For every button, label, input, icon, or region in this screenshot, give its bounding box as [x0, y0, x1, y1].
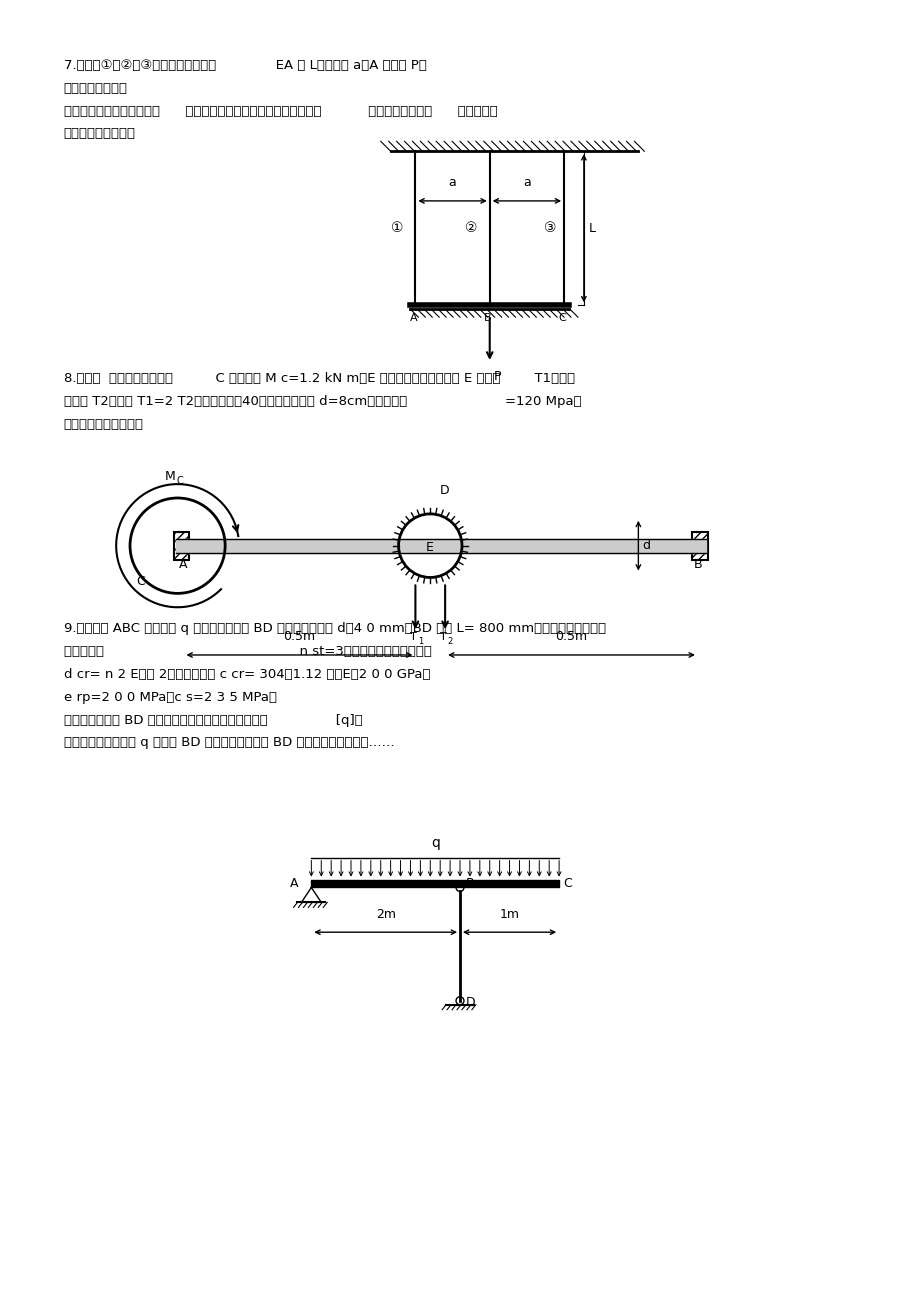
Text: M: M: [165, 470, 175, 483]
Text: a: a: [522, 176, 530, 189]
Text: 试求：各杆轴力。: 试求：各杆轴力。: [63, 82, 128, 95]
Text: D: D: [439, 483, 449, 496]
Text: E: E: [425, 541, 433, 554]
Text: 拉力为 T2，已知 T1=2 T2，求：试用第40强度，轴的直径 d=8cm，许用应力                       =120 Mpa。: 拉力为 T2，已知 T1=2 T2，求：试用第40强度，轴的直径 d=8cm，许…: [63, 395, 581, 408]
Text: 7.已知：①、②、③杆的抗拉刚度均为              EA 长 L，相距为 a，A 处受力 P。: 7.已知：①、②、③杆的抗拉刚度均为 EA 长 L，相距为 a，A 处受力 P。: [63, 59, 426, 72]
Text: L: L: [588, 222, 596, 235]
Text: 1m: 1m: [499, 908, 519, 921]
Text: A: A: [289, 877, 298, 890]
Text: C: C: [136, 576, 144, 589]
Text: d: d: [641, 539, 650, 552]
Text: 1: 1: [417, 637, 423, 646]
Text: T: T: [410, 632, 416, 642]
Text: D: D: [465, 997, 475, 1010]
Text: C: C: [558, 313, 565, 323]
Text: 充方程，静立方程。: 充方程，静立方程。: [63, 128, 135, 141]
Text: 8.已知：  传动轴如图所示，          C 轮外力矩 M c=1.2 kN m，E 轮上的紧边皮带拉力为 E 轮直径        T1，松边: 8.已知： 传动轴如图所示， C 轮外力矩 M c=1.2 kN m，E 轮上的…: [63, 371, 574, 384]
Text: 理论校核该轴的强度。: 理论校核该轴的强度。: [63, 417, 143, 430]
Text: 2m: 2m: [375, 908, 395, 921]
Bar: [174, 532, 189, 559]
Text: q: q: [430, 835, 439, 850]
Text: B: B: [693, 558, 701, 571]
Text: 2: 2: [447, 637, 452, 646]
Text: B: B: [483, 313, 491, 323]
Text: C: C: [176, 476, 183, 486]
Text: A: A: [179, 558, 187, 571]
Text: 提示：此为静不定结构，补      先画出变形协调关系示意图及受力图，           再写出几何条件、      物理条件、: 提示：此为静不定结构，补 先画出变形协调关系示意图及受力图， 再写出几何条件、 …: [63, 104, 497, 117]
Text: 0.5m: 0.5m: [555, 631, 587, 644]
Text: ②: ②: [464, 222, 477, 236]
Text: B: B: [465, 877, 474, 890]
Text: d cr= n 2 E／入 2，经验公式为 c cr= 304－1.12 入，E＝2 0 0 GPa，: d cr= n 2 E／入 2，经验公式为 c cr= 304－1.12 入，E…: [63, 668, 430, 681]
Text: P: P: [494, 370, 501, 383]
Text: C: C: [562, 877, 572, 890]
Text: a: a: [448, 176, 456, 189]
Text: A: A: [409, 313, 417, 323]
Text: T: T: [439, 632, 446, 642]
Text: 定安全系数                                              n st=3，临界应力的欧拉公式为: 定安全系数 n st=3，临界应力的欧拉公式为: [63, 645, 431, 658]
Text: ①: ①: [391, 222, 403, 236]
Text: e rp=2 0 0 MPa，c s=2 3 5 MPa。: e rp=2 0 0 MPa，c s=2 3 5 MPa。: [63, 691, 277, 704]
Text: 试求：根据压杆 BD 的稳定性，计算分布载荷的许可值                [q]。: 试求：根据压杆 BD 的稳定性，计算分布载荷的许可值 [q]。: [63, 714, 362, 727]
Text: 0.5m: 0.5m: [283, 631, 315, 644]
Text: 提示：先求分布载荷 q 与压杆 BD 的静力关系，再求 BD 杆的稳定许可压力，……: 提示：先求分布载荷 q 与压杆 BD 的静力关系，再求 BD 杆的稳定许可压力，…: [63, 736, 394, 749]
Text: 9.已知：梁 ABC 受均布力 q 作用，钢质压杆 BD 为圆截面，直径 d＝4 0 mm，BD 杆长 L= 800 mm，两端铰链连接，稳: 9.已知：梁 ABC 受均布力 q 作用，钢质压杆 BD 为圆截面，直径 d＝4…: [63, 623, 605, 635]
Bar: [691, 532, 707, 559]
Text: ③: ③: [544, 222, 556, 236]
